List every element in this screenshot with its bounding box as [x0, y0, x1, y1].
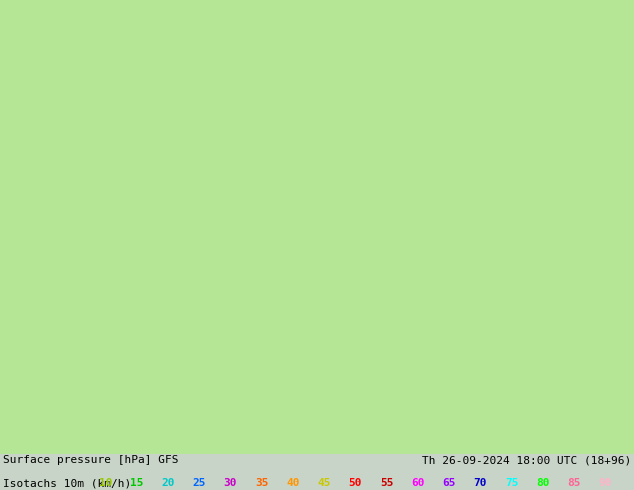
Text: 10: 10: [98, 478, 112, 488]
Text: 55: 55: [380, 478, 394, 488]
Text: 85: 85: [567, 478, 581, 488]
Text: 30: 30: [224, 478, 237, 488]
Text: Th 26-09-2024 18:00 UTC (18+96): Th 26-09-2024 18:00 UTC (18+96): [422, 455, 631, 465]
Text: 25: 25: [192, 478, 206, 488]
Text: 35: 35: [255, 478, 268, 488]
Text: 40: 40: [286, 478, 300, 488]
Text: 60: 60: [411, 478, 425, 488]
Text: 15: 15: [130, 478, 143, 488]
Text: Isotachs 10m (km/h): Isotachs 10m (km/h): [3, 478, 131, 488]
Text: 70: 70: [474, 478, 487, 488]
Text: 90: 90: [598, 478, 612, 488]
Text: Surface pressure [hPa] GFS: Surface pressure [hPa] GFS: [3, 455, 178, 465]
Text: 65: 65: [443, 478, 456, 488]
Text: 45: 45: [318, 478, 331, 488]
Text: 20: 20: [161, 478, 174, 488]
Text: 80: 80: [536, 478, 550, 488]
Text: 75: 75: [505, 478, 519, 488]
Text: 50: 50: [349, 478, 362, 488]
